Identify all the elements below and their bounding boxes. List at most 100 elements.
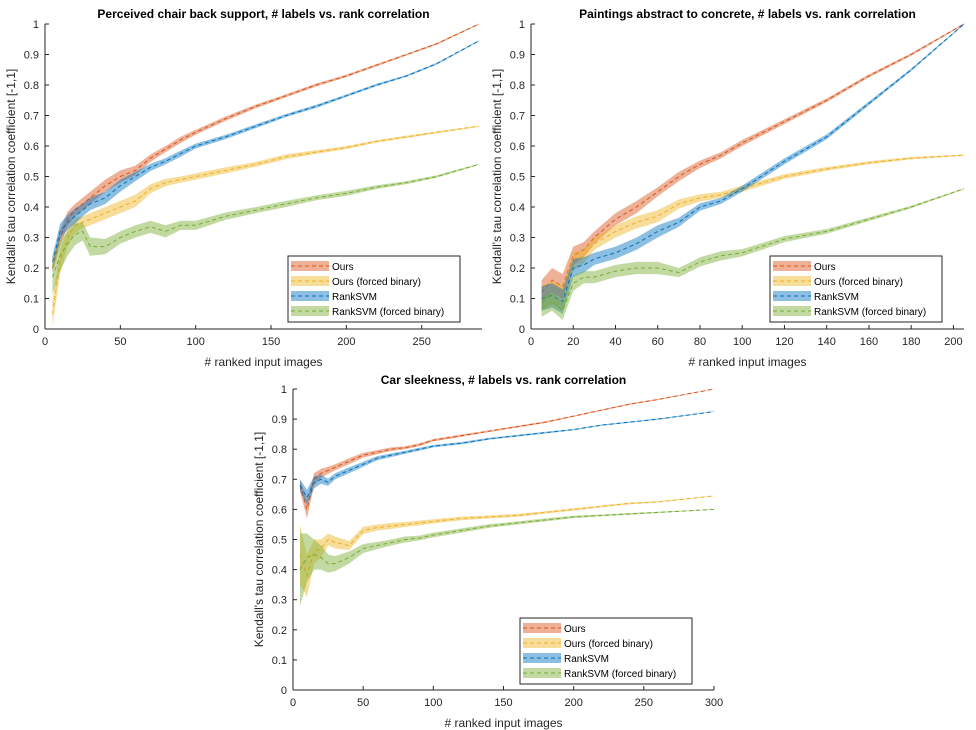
legend-swatch <box>291 276 329 286</box>
x-tick-label: 40 <box>609 336 621 348</box>
legend: Ours Ours (forced binary) RankSVM RankSVM (… <box>769 255 943 323</box>
series-line <box>52 23 480 269</box>
series-line <box>52 40 480 263</box>
x-tick-label: 0 <box>528 336 534 348</box>
legend-swatch <box>523 638 561 648</box>
legend-swatch <box>773 276 811 286</box>
series-ours <box>299 388 715 519</box>
confidence-band <box>300 411 714 505</box>
legend-entry: RankSVM (forced binary) <box>564 669 676 680</box>
y-axis-label: Kendall's tau correlation coefficient [-… <box>4 69 18 285</box>
y-tick-label: 0.6 <box>510 141 525 153</box>
chart-title: Perceived chair back support, # labels v… <box>97 7 429 21</box>
legend-swatch <box>773 261 811 271</box>
series-line <box>52 163 480 278</box>
legend-swatch <box>291 306 329 316</box>
y-tick-label: 0.8 <box>24 80 39 92</box>
y-tick-label: 0.7 <box>510 111 525 123</box>
x-tick-label: 0 <box>290 697 296 709</box>
chart-panel-car-sleekness: Car sleekness, # labels vs. rank correla… <box>252 373 723 730</box>
series-line <box>299 508 715 570</box>
y-tick-label: 0.4 <box>510 202 525 214</box>
y-tick-label: 0.3 <box>24 233 39 245</box>
legend-entry: Ours <box>332 262 354 273</box>
legend-swatch <box>291 291 329 301</box>
y-tick-label: 0.1 <box>510 294 525 306</box>
legend-entry: RankSVM (forced binary) <box>332 307 444 318</box>
legend-entry: Ours (forced binary) <box>564 639 653 650</box>
y-tick-label: 1 <box>281 384 287 396</box>
x-tick-label: 150 <box>494 697 512 709</box>
legend: Ours Ours (forced binary) RankSVM RankSVM (… <box>519 617 693 685</box>
y-tick-label: 1 <box>519 19 525 31</box>
y-tick-label: 0.2 <box>510 263 525 275</box>
series-ranksvm <box>299 411 715 505</box>
y-tick-label: 0.4 <box>272 565 287 577</box>
legend-swatch <box>773 306 811 316</box>
series-ranksvm-forced-binary <box>541 188 965 320</box>
x-tick-label: 50 <box>114 336 126 348</box>
x-tick-label: 100 <box>424 697 442 709</box>
series-line <box>299 495 715 578</box>
y-tick-label: 0.4 <box>24 202 39 214</box>
y-tick-label: 0.9 <box>272 414 287 426</box>
series-line <box>541 23 965 293</box>
x-tick-label: 100 <box>187 336 205 348</box>
series-line <box>52 125 480 314</box>
legend-entry: RankSVM <box>332 292 377 303</box>
series-ours <box>541 23 965 305</box>
series-ranksvm <box>52 40 480 269</box>
legend-box <box>287 255 461 323</box>
confidence-band <box>300 509 714 606</box>
x-tick-label: 80 <box>694 336 706 348</box>
series-line <box>541 23 965 303</box>
x-tick-label: 60 <box>652 336 664 348</box>
y-tick-label: 0 <box>519 324 525 336</box>
confidence-band <box>541 188 964 320</box>
x-tick-label: 250 <box>413 336 431 348</box>
x-tick-label: 160 <box>860 336 878 348</box>
x-tick-label: 100 <box>733 336 751 348</box>
x-tick-label: 140 <box>818 336 836 348</box>
x-tick-label: 180 <box>902 336 920 348</box>
y-tick-label: 0.3 <box>272 595 287 607</box>
y-tick-label: 0.1 <box>272 655 287 667</box>
series-ours-forced-binary <box>299 495 715 597</box>
series-line <box>299 388 715 512</box>
x-tick-label: 200 <box>944 336 962 348</box>
legend-entry: Ours <box>814 262 836 273</box>
series-line <box>299 411 715 499</box>
y-tick-label: 0.9 <box>510 50 525 62</box>
y-tick-label: 0.6 <box>272 504 287 516</box>
legend-entry: Ours (forced binary) <box>332 277 421 288</box>
chart-title: Paintings abstract to concrete, # labels… <box>579 7 916 21</box>
legend-box <box>519 617 693 685</box>
x-tick-label: 0 <box>42 336 48 348</box>
y-axis-label: Kendall's tau correlation coefficient [-… <box>252 432 266 648</box>
legend-swatch <box>523 623 561 633</box>
y-tick-label: 0.7 <box>272 474 287 486</box>
confidence-band <box>52 40 479 269</box>
chart-title: Car sleekness, # labels vs. rank correla… <box>381 373 626 387</box>
x-tick-label: 50 <box>357 697 369 709</box>
x-axis-label: # ranked input images <box>688 355 806 369</box>
x-tick-label: 200 <box>564 697 582 709</box>
confidence-band <box>300 388 714 519</box>
x-axis-label: # ranked input images <box>444 716 562 730</box>
series-ranksvm <box>541 23 965 314</box>
y-tick-label: 0 <box>281 685 287 697</box>
confidence-band <box>52 163 479 296</box>
legend-swatch <box>523 668 561 678</box>
y-tick-label: 0.5 <box>510 172 525 184</box>
chart-panel-chair-back-support: Perceived chair back support, # labels v… <box>4 7 482 369</box>
legend-box <box>769 255 943 323</box>
x-tick-label: 300 <box>705 697 723 709</box>
y-axis-label: Kendall's tau correlation coefficient [-… <box>490 69 504 285</box>
y-tick-label: 0.1 <box>24 294 39 306</box>
legend-entry: RankSVM <box>564 654 609 665</box>
series-ours-forced-binary <box>541 154 965 311</box>
chart-panel-paintings-abstract-to-concrete: Paintings abstract to concrete, # labels… <box>490 7 965 369</box>
series-ours-forced-binary <box>52 125 480 326</box>
series-line <box>541 188 965 312</box>
